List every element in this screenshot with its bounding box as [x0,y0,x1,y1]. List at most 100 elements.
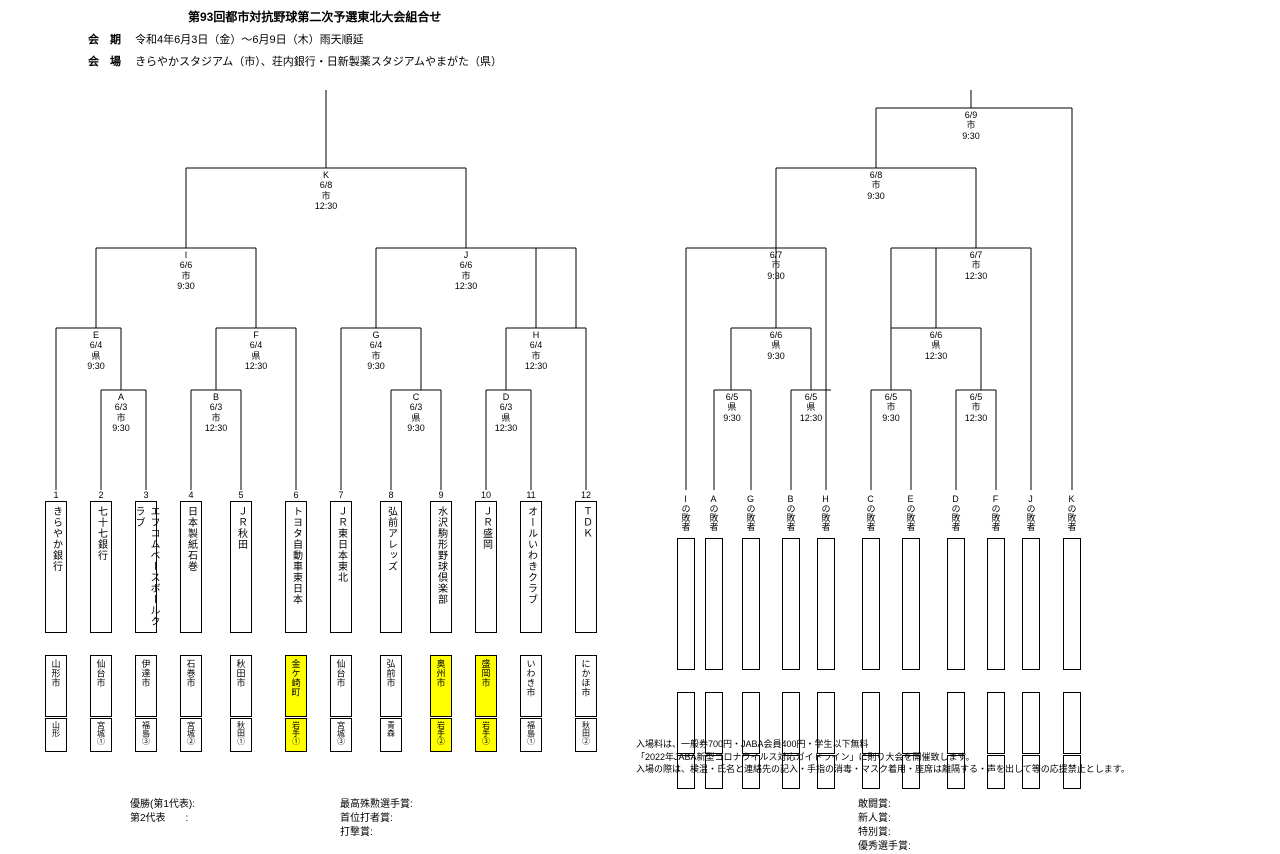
venue-row: 会 場 きらやかスタジアム（市）、荘内銀行・日新製薬スタジアムやまがた（県） [88,53,1272,69]
note-1: 入場料は、一般券700円・JABA会員400円・学生以下無料 [636,738,1130,751]
pref-box: 宮城③ [330,718,352,752]
city-box: 奥州市 [430,655,452,717]
team-box: ＪＲ東日本東北 [330,501,352,633]
loser-label: Dの敗者 [950,490,963,534]
team-col-9: 9 水沢駒形野球倶楽部奥州市岩手② [430,490,452,752]
team-name: エフコムベースボールクラブ [131,506,161,632]
team-col-8: 8 弘前アレッズ弘前市青森 [380,490,402,752]
node-I: I6/6市9:30 [166,250,206,291]
footer-hitting: 打撃賞: [340,826,413,840]
pref-box: 岩手① [285,718,307,752]
city-name: 仙台市 [335,659,348,688]
main-bracket: K6/8市12:30 I6/6市9:30 J6/6市12:30 E6/4県9:3… [36,90,616,770]
pref-box: 福島① [520,718,542,752]
node-C: C6/3県9:30 [396,392,436,433]
cnode-p3: 6/5市9:30 [871,392,911,423]
team-name: 水沢駒形野球倶楽部 [434,506,449,605]
pref-name: 岩手② [436,721,447,745]
city-name: にかほ市 [580,659,593,697]
loser-team-box [742,538,760,670]
team-col-7: 7 ＪＲ東日本東北仙台市宮城③ [330,490,352,752]
node-H: H6/4市12:30 [516,330,556,371]
loser-label: Gの敗者 [745,490,758,534]
city-box: 秋田市 [230,655,252,717]
cnode-q2: 6/7市12:30 [956,250,996,281]
team-col-1: 1きらやか銀行山形市山形 [45,490,67,752]
team-col-11: 11オールいわきクラブいわき市福島① [520,490,542,752]
city-box: 金ケ崎町 [285,655,307,717]
note-3: 入場の際は、検温・氏名と連絡先の記入・手指の消毒・マスク着用・座席は離隔する・声… [636,763,1130,776]
note-2: 「2022年JABA新型コロナウイルス対応ガイドライン」に則り大会を開催致します… [636,751,1130,764]
loser-team-box [987,538,1005,670]
node-F: F6/4県12:30 [236,330,276,371]
node-E: E6/4県9:30 [76,330,116,371]
team-box: ＪＲ盛岡 [475,501,497,633]
pref-box: 岩手③ [475,718,497,752]
pref-box: 秋田② [575,718,597,752]
team-name: ＪＲ秋田 [234,506,249,550]
team-num: 9 [430,490,452,500]
city-box: 仙台市 [90,655,112,717]
loser-team-box [677,538,695,670]
footer-winner: 優勝(第1代表): [130,798,195,812]
team-name: 七十七銀行 [94,506,109,561]
cnode-sf: 6/8市9:30 [856,170,896,201]
team-box: きらやか銀行 [45,501,67,633]
team-box: エフコムベースボールクラブ [135,501,157,633]
footer-mid: 最高殊勲選手賞: 首位打者賞: 打撃賞: [340,798,413,840]
team-num: 10 [475,490,497,500]
pref-name: 宮城② [186,721,197,745]
city-box: 盛岡市 [475,655,497,717]
city-name: 奥州市 [435,659,448,688]
team-box: 弘前アレッズ [380,501,402,633]
team-col-12: 12ＴＤＫにかほ市秋田② [575,490,597,752]
pref-name: 宮城① [96,721,107,745]
loser-team-box [947,538,965,670]
footer-fight: 敢闘賞: [858,798,911,812]
cnode-p2: 6/5県12:30 [791,392,831,423]
team-col-4: 4日本製紙石巻石巻市宮城② [180,490,202,752]
cnode-q1: 6/7市9:30 [756,250,796,281]
consolation-lines [636,90,1196,510]
cnode-r2: 6/6県12:30 [916,330,956,361]
team-name: 弘前アレッズ [384,506,399,572]
team-num: 7 [330,490,352,500]
pref-name: 秋田② [581,721,592,745]
team-num: 2 [90,490,112,500]
team-num: 12 [575,490,597,500]
team-name: ＪＲ東日本東北 [334,506,349,583]
loser-label: Jの敗者 [1025,490,1038,534]
cnode-p1: 6/5県9:30 [712,392,752,423]
loser-team-box [817,538,835,670]
team-num: 8 [380,490,402,500]
loser-label: Kの敗者 [1066,490,1079,534]
team-name: きらやか銀行 [49,506,64,572]
city-name: 秋田市 [235,659,248,688]
team-box: ＪＲ秋田 [230,501,252,633]
footer-left: 優勝(第1代表): 第2代表 : [130,798,195,826]
city-box: 弘前市 [380,655,402,717]
team-num: 3 [135,490,157,500]
page-title: 第93回都市対抗野球第二次予選東北大会組合せ [188,8,1272,25]
pref-name: 山形 [51,721,62,737]
team-box: 日本製紙石巻 [180,501,202,633]
pref-name: 青森 [386,721,397,737]
city-name: 山形市 [50,659,63,688]
city-name: 伊達市 [140,659,153,688]
footer-second: 第2代表 : [130,812,195,826]
loser-team-box [862,538,880,670]
loser-team-box [782,538,800,670]
cnode-final: 6/9市9:30 [951,110,991,141]
pref-box: 秋田① [230,718,252,752]
team-col-5: 5ＪＲ秋田秋田市秋田① [230,490,252,752]
consolation-bracket: 6/9市9:30 6/8市9:30 6/7市9:30 6/7市12:30 6/6… [636,90,1196,770]
footer-right: 敢闘賞: 新人賞: 特別賞: 優秀選手賞: [858,798,911,854]
team-col-3: 3エフコムベースボールクラブ伊達市福島③ [135,490,157,752]
city-name: 金ケ崎町 [290,659,303,697]
team-col-6: 6トヨタ自動車東日本金ケ崎町岩手① [285,490,307,752]
node-D: D6/3県12:30 [486,392,526,433]
cnode-p4: 6/5市12:30 [956,392,996,423]
cnode-r1: 6/6県9:30 [756,330,796,361]
loser-label: Bの敗者 [785,490,798,534]
city-name: 弘前市 [385,659,398,688]
